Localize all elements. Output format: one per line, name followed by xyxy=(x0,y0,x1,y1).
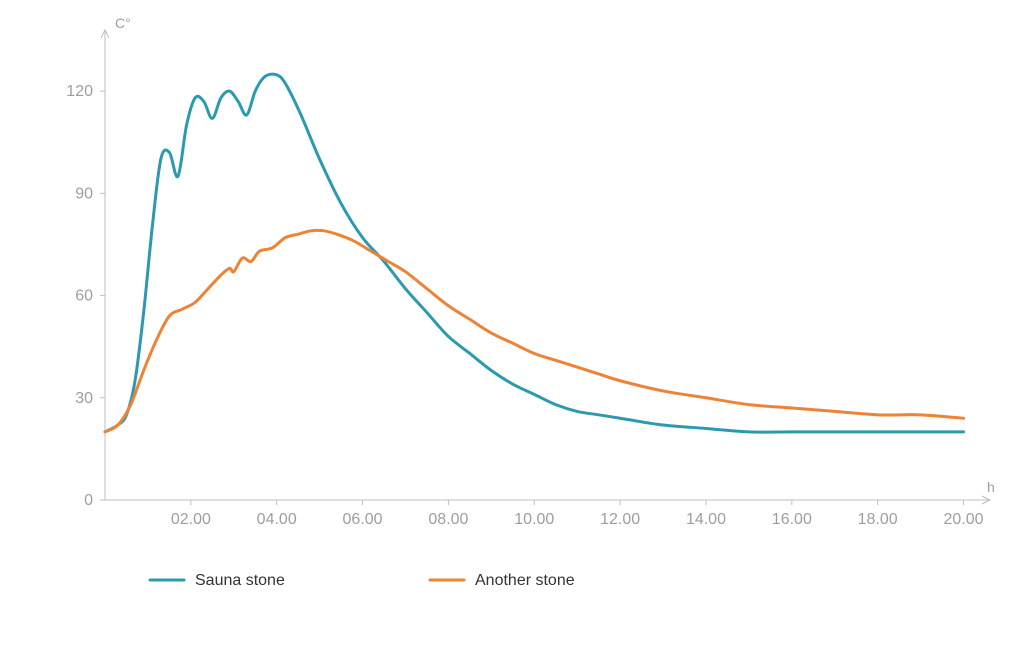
x-tick-label: 18.00 xyxy=(858,511,898,528)
y-tick-label: 120 xyxy=(66,83,93,100)
x-tick-label: 02.00 xyxy=(171,511,211,528)
x-tick-label: 10.00 xyxy=(514,511,554,528)
x-tick-label: 12.00 xyxy=(600,511,640,528)
x-tick-label: 16.00 xyxy=(772,511,812,528)
chart-background xyxy=(0,0,1010,650)
y-axis-label: C° xyxy=(115,15,131,31)
y-tick-label: 90 xyxy=(75,185,93,202)
x-tick-label: 04.00 xyxy=(257,511,297,528)
y-tick-label: 60 xyxy=(75,288,93,305)
legend-label: Sauna stone xyxy=(195,572,285,589)
x-tick-label: 14.00 xyxy=(686,511,726,528)
x-tick-label: 20.00 xyxy=(944,511,984,528)
x-tick-label: 08.00 xyxy=(428,511,468,528)
y-tick-label: 30 xyxy=(75,390,93,407)
legend-label: Another stone xyxy=(475,572,575,589)
temperature-chart: 0 30 60 90 120 C° 02.00 04.00 06.00 08.00 10.00 12.… xyxy=(0,0,1010,650)
y-tick-label: 0 xyxy=(84,492,93,509)
chart-svg: 0 30 60 90 120 C° 02.00 04.00 06.00 08.00 10.00 12.… xyxy=(0,0,1010,650)
x-axis-label: h xyxy=(987,479,995,495)
x-tick-label: 06.00 xyxy=(343,511,383,528)
